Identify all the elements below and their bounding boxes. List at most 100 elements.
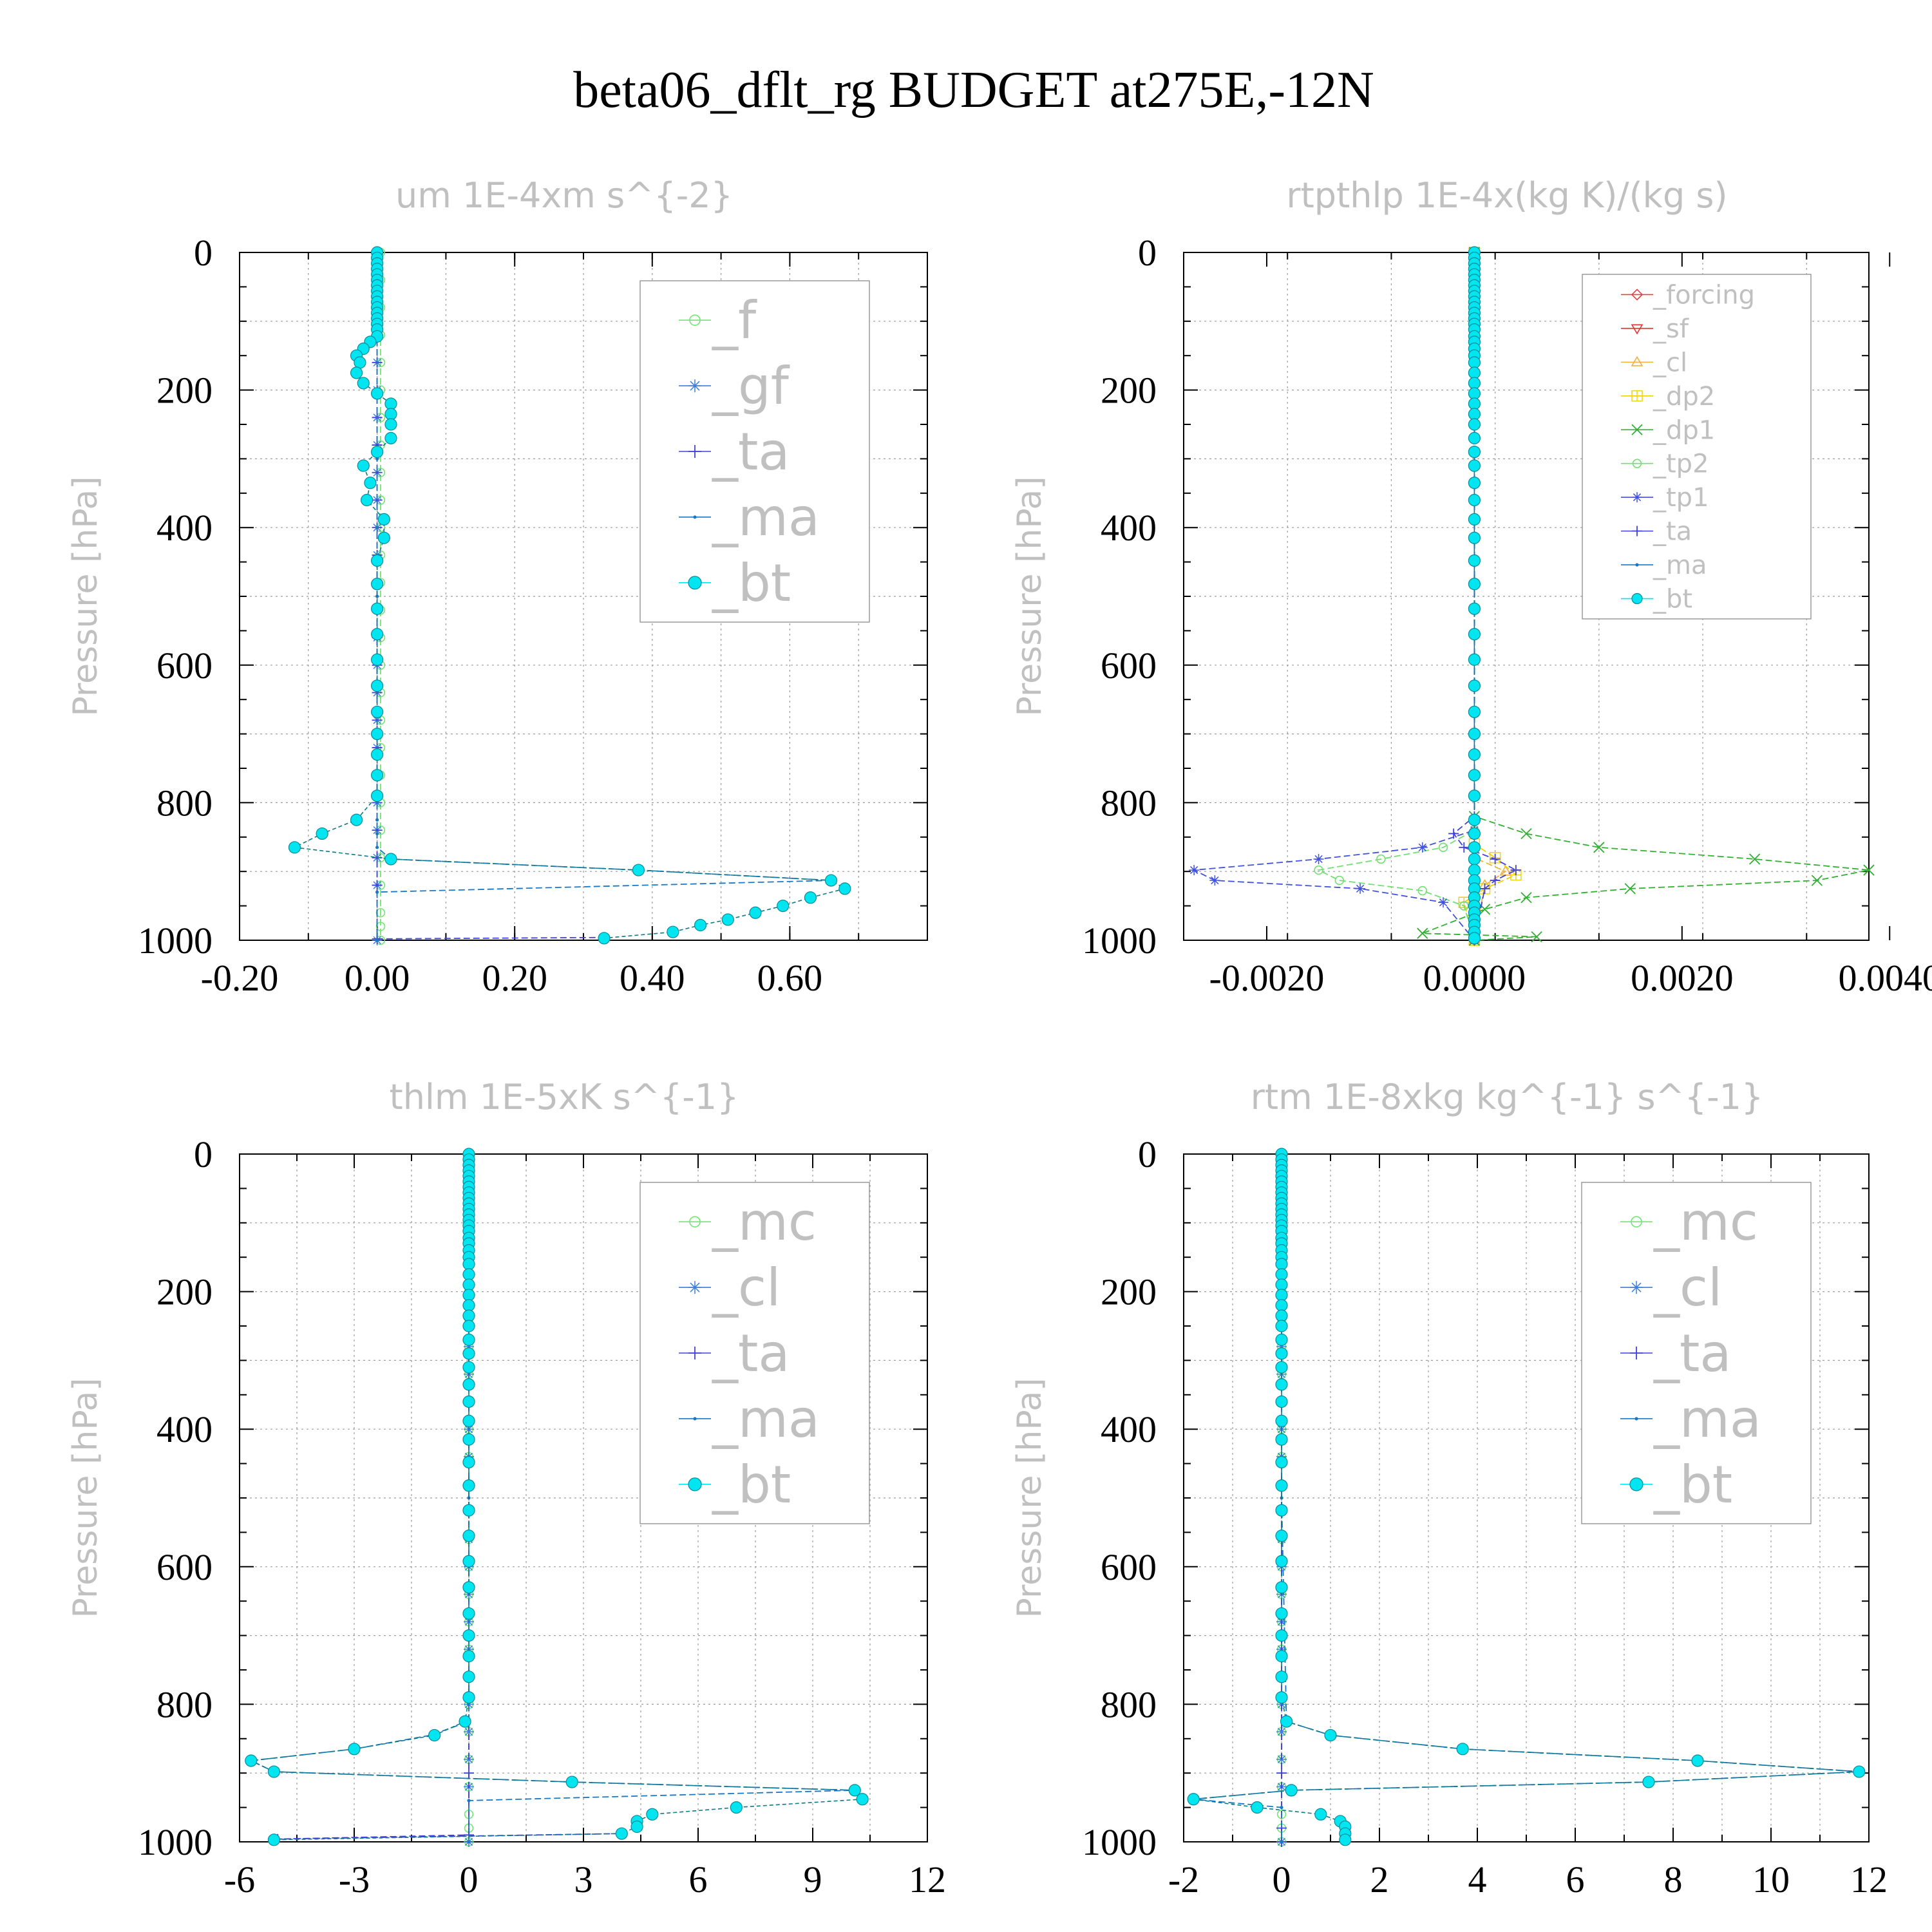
data-point_bt: [1324, 1728, 1337, 1742]
data-point_bt: [370, 653, 384, 666]
y-tick-label: 400: [156, 507, 213, 549]
data-point_bt: [565, 1776, 578, 1788]
panel-title-rtm: rtm 1E-8xkg kg^{-1} s^{-1}: [1251, 1077, 1764, 1117]
legend-marker_sf: [1631, 324, 1643, 335]
data-point_bt: [1251, 1801, 1264, 1814]
data-point_bt: [1275, 1555, 1288, 1567]
legend-item_dp2: _dp2: [1621, 382, 1715, 412]
data-point_bt: [804, 891, 817, 904]
data-point_bt: [348, 1743, 361, 1756]
data-point_bt: [1691, 1754, 1704, 1767]
x-tick-label: 4: [1468, 1859, 1487, 1900]
legend-marker_dp2: [1631, 390, 1643, 402]
data-point_dp1: [1624, 883, 1636, 895]
legend-item_bt: _bt: [679, 553, 791, 613]
data-point_bt: [1468, 531, 1481, 544]
data-point_bt: [462, 1555, 475, 1567]
data-point_bt: [370, 748, 384, 761]
x-tick-label: 12: [1850, 1859, 1888, 1900]
data-point_tp2: [1438, 842, 1448, 853]
legend-label_forcing: _forcing: [1653, 280, 1755, 310]
legend-item_cl: _cl: [1620, 1258, 1722, 1318]
data-point_bt: [777, 899, 790, 913]
data-point_bt: [1468, 827, 1481, 840]
data-point_bt: [1275, 1278, 1288, 1291]
data-point_bt: [462, 1650, 475, 1663]
data-point_bt: [1468, 459, 1481, 472]
data-point_bt: [646, 1808, 659, 1821]
legend-marker_gf: [688, 379, 701, 393]
legend-marker_mc: [689, 1216, 701, 1227]
legend-label_ta: _ta: [712, 422, 790, 482]
data-point_bt: [462, 1333, 475, 1346]
data-point_tp1: [1417, 842, 1428, 853]
legend-thlm: _mc_cl_ta_ma_bt: [639, 1182, 870, 1524]
legend-marker_bt: [688, 1477, 702, 1492]
data-point_bt: [384, 418, 397, 431]
y-tick-label: 800: [1101, 782, 1157, 824]
data-point_ta: [372, 880, 383, 891]
y-tick-label: 800: [156, 1683, 213, 1725]
data-point_bt: [1275, 1650, 1288, 1663]
data-point_ma: [467, 1840, 471, 1844]
data-point_bt: [462, 1629, 475, 1642]
legend-item_cl: _cl: [679, 1258, 781, 1318]
data-point_cl: [464, 1727, 474, 1738]
legend-marker_bt: [1629, 1477, 1643, 1492]
legend-marker_ma: [693, 515, 697, 519]
data-point_bt: [462, 1433, 475, 1446]
data-point_bt: [462, 1581, 475, 1594]
data-point_bt: [1275, 1289, 1288, 1302]
series-rtm_bt: [1187, 1148, 1866, 1846]
data-point_tp1: [1438, 897, 1449, 908]
data-point_f: [375, 922, 386, 931]
legend-rtpthlp: _forcing _sf _cl _dp2_dp1 _tp2 _tp1 _ta _ma _bt: [1582, 274, 1812, 620]
legend-marker_ta: [1632, 526, 1642, 536]
data-point_tp2: [1334, 875, 1345, 886]
series-line_ta: [278, 1154, 622, 1840]
y-tick-label: 600: [156, 645, 213, 687]
data-point_cl: [464, 1341, 474, 1352]
data-point_bt: [1468, 932, 1481, 945]
data-point_tp1: [1355, 883, 1366, 894]
data-point_bt: [462, 1414, 475, 1427]
data-point_bt: [462, 1278, 475, 1291]
legend-marker_forcing: [1631, 289, 1643, 301]
data-point_bt: [462, 1530, 475, 1542]
legend-item_cl: _cl: [1621, 348, 1687, 377]
legend-marker_ma: [693, 1417, 697, 1421]
data-point_bt: [370, 578, 384, 591]
legend-marker_bt: [1631, 592, 1643, 605]
data-point_bt: [615, 1827, 628, 1840]
data-point_bt: [1275, 1378, 1288, 1391]
data-point_bt: [1468, 790, 1481, 802]
legend-item_ta: _ta: [679, 1323, 790, 1383]
legend-item_forcing: _forcing: [1621, 280, 1755, 310]
data-point_bt: [1275, 1504, 1288, 1517]
data-point_tp1: [1313, 853, 1324, 864]
data-point_bt: [749, 906, 762, 919]
data-point_bt: [370, 679, 384, 692]
legend-label_ta: _ta: [712, 1323, 790, 1383]
data-point_bt: [1468, 705, 1481, 719]
data-point_tp1: [1209, 875, 1220, 886]
data-point_bt: [462, 1361, 475, 1374]
series-line_ta: [376, 252, 605, 940]
y-tick-label: 400: [1101, 507, 1157, 549]
data-point_ma: [375, 846, 379, 849]
data-point_bt: [667, 925, 679, 938]
x-tick-label: -3: [339, 1859, 370, 1900]
data-point_bt: [838, 882, 851, 895]
data-point_bt: [1468, 431, 1481, 444]
data-point_bt: [384, 408, 397, 421]
legend-label_gf: _gf: [712, 356, 790, 416]
data-point_bt: [1275, 1607, 1288, 1620]
data-point_bt: [377, 531, 390, 544]
data-point_bt: [357, 377, 370, 390]
x-tick-label: 0.20: [482, 957, 547, 999]
panel-title-thlm: thlm 1E-5xK s^{-1}: [390, 1077, 739, 1117]
legend-label_bt: _bt: [1653, 585, 1692, 614]
data-point_cl: [1276, 1341, 1287, 1352]
data-point_ma: [375, 594, 379, 598]
data-point_bt: [1468, 513, 1481, 526]
